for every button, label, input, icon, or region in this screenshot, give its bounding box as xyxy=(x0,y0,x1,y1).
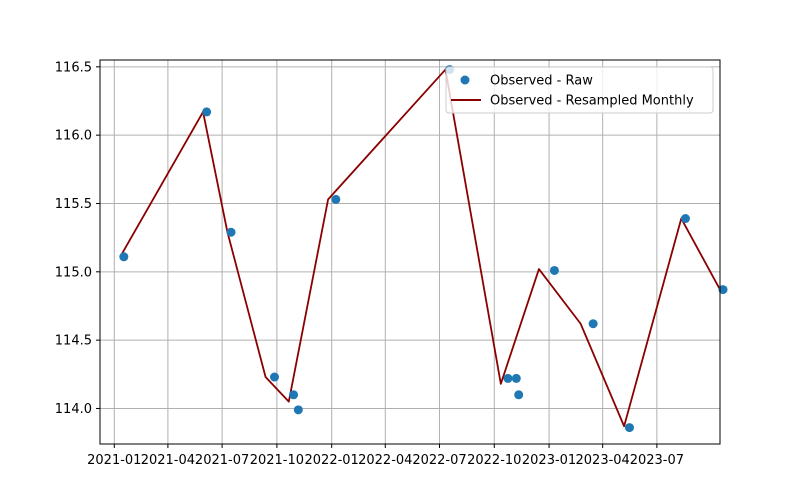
legend-label-raw: Observed - Raw xyxy=(490,74,593,89)
legend: Observed - Raw Observed - Resampled Mont… xyxy=(445,66,714,114)
raw-observation-point xyxy=(226,227,236,237)
y-tick-label: 114.5 xyxy=(55,334,92,349)
axis-ticks: 2021-01 2021-04 2021-07 2021-10 2022-01 2022-… xyxy=(55,60,684,468)
legend-box xyxy=(445,66,714,114)
x-tick-label: 2023-07 xyxy=(630,453,684,468)
x-tick-label: 2021-04 xyxy=(141,453,195,468)
raw-observation-point xyxy=(503,373,513,383)
legend-label-resampled: Observed - Resampled Monthly xyxy=(490,94,694,109)
x-tick-label: 2022-10 xyxy=(467,453,521,468)
raw-observation-point xyxy=(549,265,559,275)
x-tick-label: 2021-07 xyxy=(195,453,249,468)
y-tick-label: 116.5 xyxy=(55,60,92,75)
x-tick-label: 2023-01 xyxy=(522,453,576,468)
x-tick-label: 2022-01 xyxy=(305,453,359,468)
y-tick-label: 114.0 xyxy=(55,402,92,417)
raw-observation-point xyxy=(119,252,129,262)
raw-observation-point xyxy=(289,390,299,400)
x-tick-label: 2021-01 xyxy=(87,453,141,468)
plot-frame xyxy=(99,59,721,445)
raw-observation-point xyxy=(588,319,598,329)
legend-marker-raw xyxy=(460,75,470,85)
y-tick-label: 115.5 xyxy=(55,197,92,212)
x-tick-label: 2022-07 xyxy=(412,453,466,468)
x-tick-label: 2022-04 xyxy=(358,453,412,468)
grid xyxy=(100,60,720,444)
raw-observation-point xyxy=(293,405,303,415)
raw-observation-point xyxy=(718,285,728,295)
y-tick-label: 116.0 xyxy=(55,129,92,144)
raw-observation-point xyxy=(680,214,690,224)
raw-observation-point xyxy=(331,194,341,204)
raw-observation-point xyxy=(202,107,212,117)
plot-series xyxy=(119,65,728,433)
x-tick-label: 2023-04 xyxy=(576,453,630,468)
raw-observation-point xyxy=(511,373,521,383)
y-tick-label: 115.0 xyxy=(55,265,92,280)
raw-observation-point xyxy=(270,372,280,382)
raw-observation-point xyxy=(624,423,634,433)
x-tick-label: 2021-10 xyxy=(250,453,304,468)
raw-observation-point xyxy=(514,390,524,400)
